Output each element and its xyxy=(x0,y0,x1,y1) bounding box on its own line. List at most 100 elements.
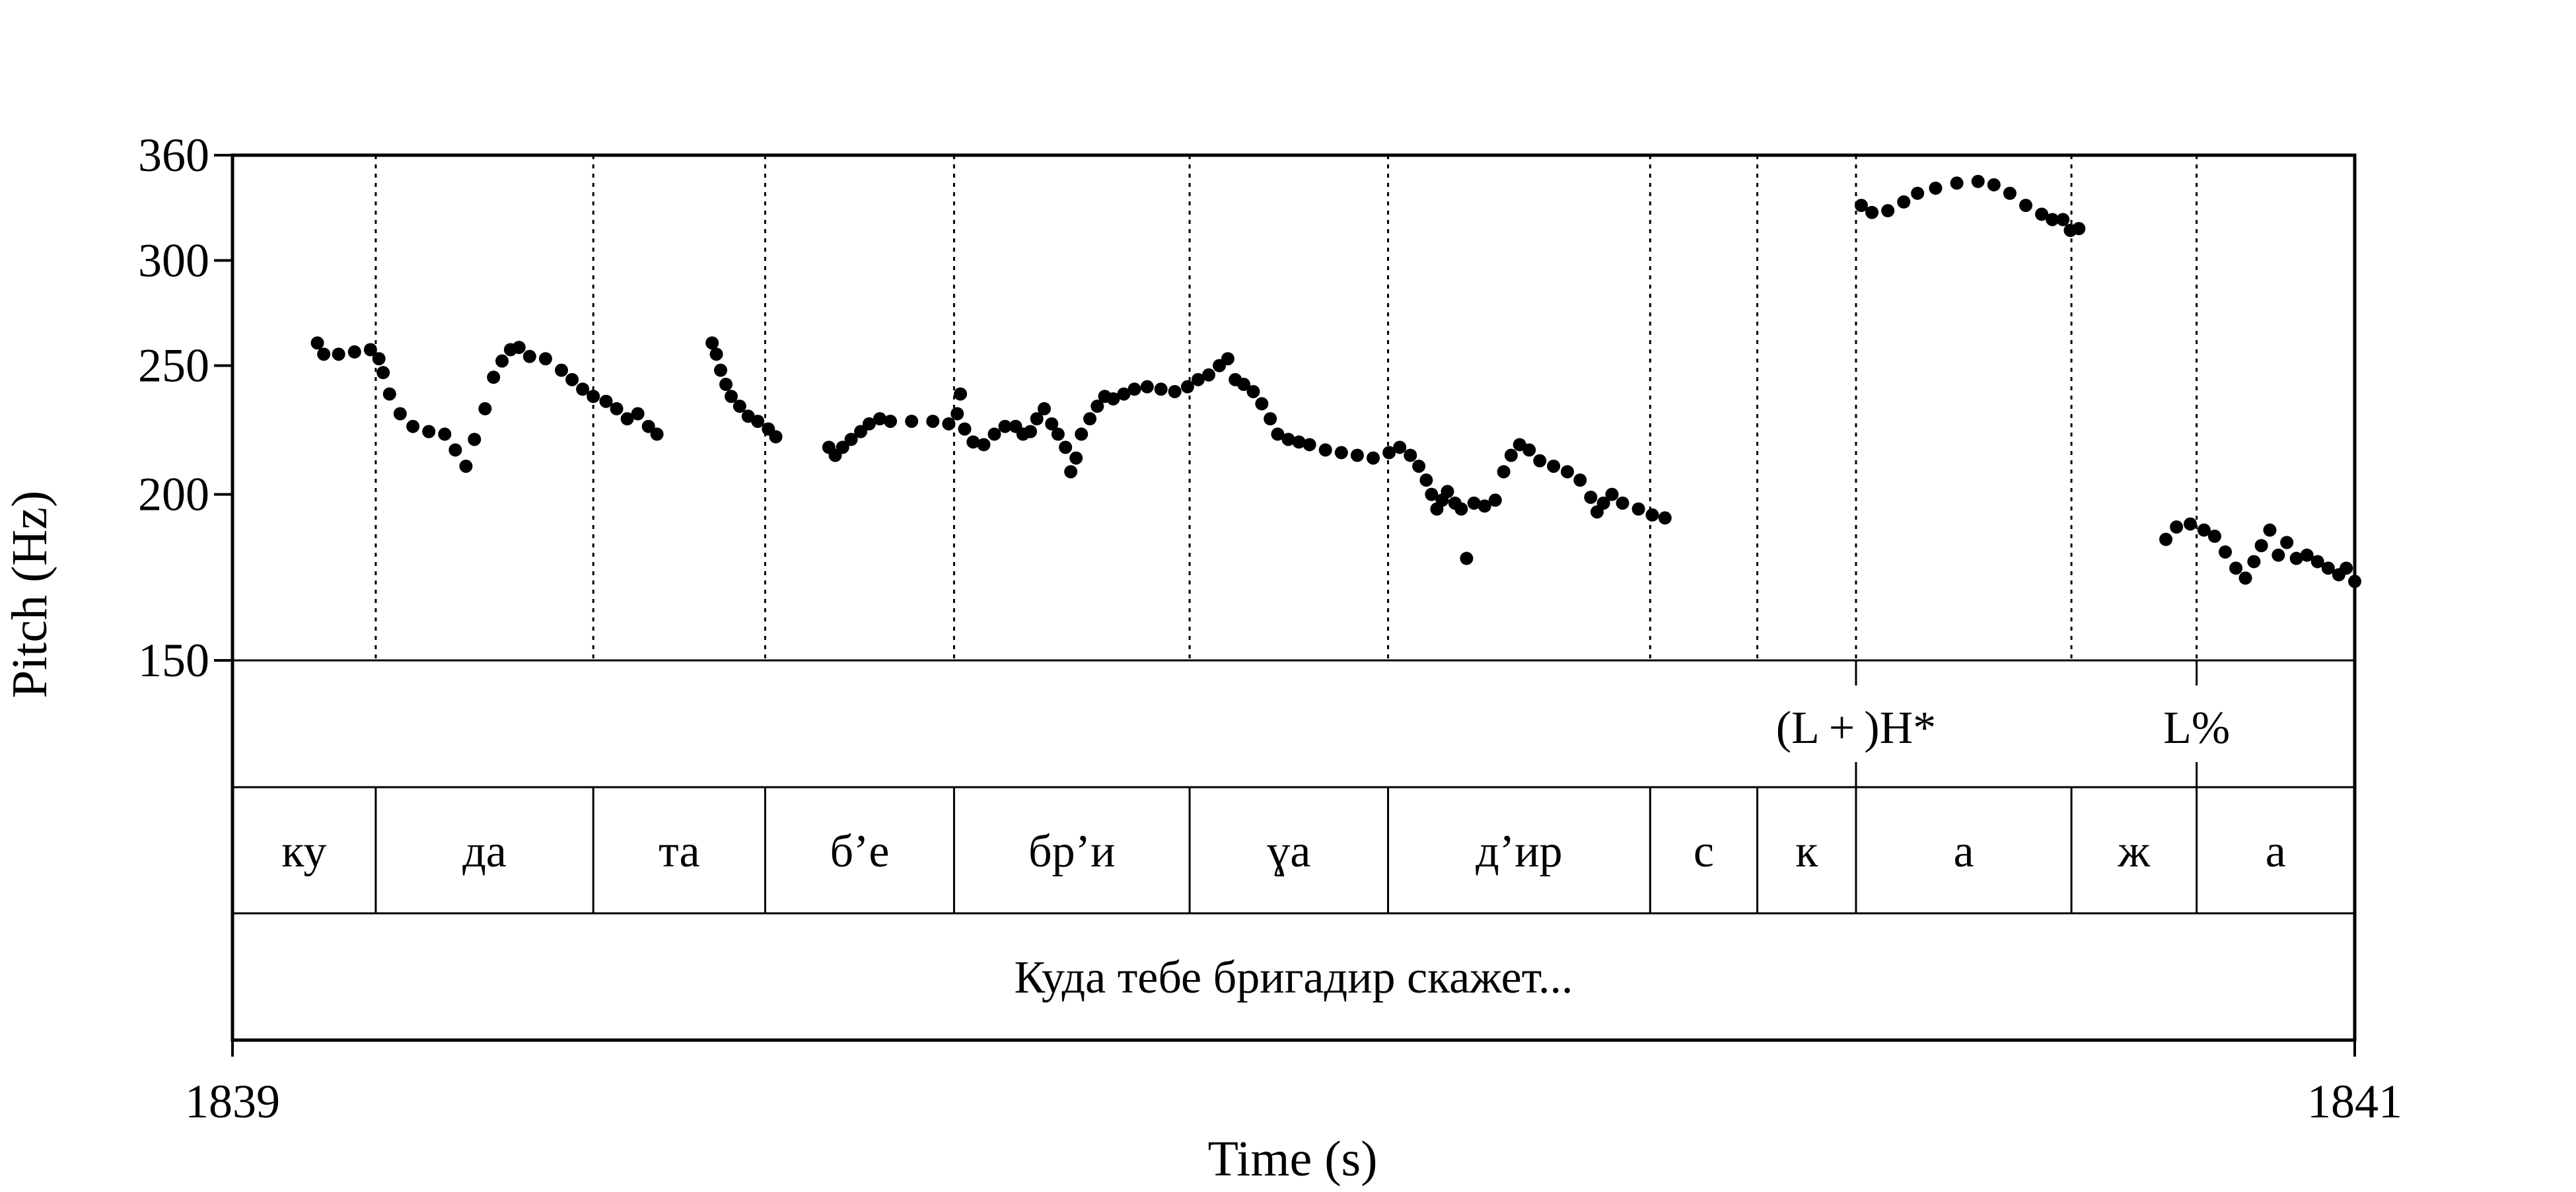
pitch-point xyxy=(1441,485,1454,499)
pitch-point xyxy=(459,459,473,473)
plot-frame xyxy=(231,153,2357,1042)
pitch-point xyxy=(468,433,482,446)
pitch-point xyxy=(1971,174,1985,188)
pitch-point xyxy=(2035,207,2049,221)
pitch-point xyxy=(713,363,727,377)
pitch-point xyxy=(347,345,361,359)
pitch-point xyxy=(1865,205,1879,219)
syllable-label: к xyxy=(1795,826,1818,877)
pitch-point xyxy=(1030,412,1044,426)
pitch-point xyxy=(2272,548,2285,562)
tone-label: (L + )H* xyxy=(1776,703,1936,754)
pitch-point xyxy=(725,390,738,403)
y-tick-label: 150 xyxy=(138,634,209,687)
pitch-point xyxy=(1281,433,1295,446)
pitch-point xyxy=(1584,490,1598,504)
pitch-point xyxy=(1191,372,1205,386)
y-tick-label: 250 xyxy=(138,339,209,392)
pitch-point xyxy=(1533,454,1547,468)
pitch-point xyxy=(854,425,868,438)
syllable-label: ɣа xyxy=(1267,826,1310,877)
pitch-point xyxy=(1236,378,1250,392)
pitch-point xyxy=(1631,502,1645,516)
pitch-point xyxy=(1303,438,1316,452)
y-axis-ticks: 150 200 250 300 360 xyxy=(138,129,233,687)
pitch-point xyxy=(393,407,407,421)
pitch-point xyxy=(487,370,501,384)
syllable-boundary-lines xyxy=(375,155,2198,660)
pitch-point xyxy=(1412,459,1426,473)
pitch-point xyxy=(310,336,324,350)
pitch-point xyxy=(599,394,613,408)
pitch-point xyxy=(977,438,991,452)
pitch-points xyxy=(310,174,2361,588)
pitch-point xyxy=(1106,392,1120,405)
pitch-point xyxy=(1560,465,1574,479)
syllable-label: ку xyxy=(281,826,326,877)
pitch-point xyxy=(1616,496,1629,510)
pitch-point xyxy=(438,427,452,441)
pitch-point xyxy=(1024,425,1038,438)
pitch-point xyxy=(862,417,876,431)
pitch-point xyxy=(1271,427,1285,441)
pitch-point xyxy=(1488,493,1502,507)
pitch-point xyxy=(1180,380,1194,394)
pitch-point xyxy=(751,414,765,428)
pitch-point xyxy=(538,352,552,366)
pitch-point xyxy=(2289,551,2303,565)
syllable-label: да xyxy=(462,826,507,877)
pitch-point xyxy=(966,435,980,449)
pitch-point xyxy=(1069,451,1083,465)
pitch-point xyxy=(1350,448,1364,462)
pitch-point xyxy=(1117,387,1131,401)
pitch-point xyxy=(1140,380,1154,394)
pitch-point xyxy=(954,387,968,401)
pitch-point xyxy=(1246,384,1260,398)
pitch-point xyxy=(376,366,390,380)
pitch-point xyxy=(1881,204,1895,218)
pitch-point xyxy=(1127,382,1141,396)
pitch-point xyxy=(942,417,956,431)
pitch-point xyxy=(406,419,420,433)
x-tick-label: 1841 xyxy=(2307,1075,2402,1128)
pitch-point xyxy=(2170,520,2184,534)
pitch-point xyxy=(2321,561,2335,575)
pitch-point xyxy=(958,422,972,436)
pitch-point xyxy=(1605,487,1619,501)
pitch-point xyxy=(2238,571,2252,585)
pitch-point xyxy=(998,419,1012,433)
pitch-point xyxy=(1382,446,1396,460)
pitch-point xyxy=(1897,195,1911,209)
pitch-point xyxy=(836,440,849,454)
pitch-point xyxy=(1987,178,2001,192)
pitch-point xyxy=(1404,448,1417,462)
pitch-point xyxy=(1950,176,1964,190)
pitch-point xyxy=(1083,412,1097,426)
pitch-point xyxy=(495,354,509,368)
pitch-point xyxy=(987,427,1001,441)
pitch-point xyxy=(422,425,436,438)
pitch-point xyxy=(1522,443,1536,457)
pitch-point xyxy=(1045,417,1059,431)
sentence-label: Куда тебе бригадир скажет... xyxy=(1015,952,1573,1003)
pitch-point xyxy=(733,400,746,413)
pitch-point xyxy=(1037,402,1051,415)
pitch-point xyxy=(382,387,396,401)
pitch-point xyxy=(1425,487,1439,501)
pitch-point xyxy=(926,414,940,428)
pitch-point xyxy=(1318,443,1332,457)
pitch-point xyxy=(1854,199,1868,213)
pitch-point xyxy=(2300,548,2314,562)
pitch-point xyxy=(2254,539,2268,553)
pitch-point xyxy=(1911,186,1925,200)
pitch-point xyxy=(769,430,783,444)
pitch-point xyxy=(1091,400,1104,413)
pitch-point xyxy=(1547,459,1561,473)
pitch-point xyxy=(1504,448,1518,462)
pitch-point xyxy=(610,402,624,415)
pitch-point xyxy=(363,343,377,357)
pitch-point xyxy=(2207,530,2221,543)
plot-border xyxy=(231,153,2357,1042)
